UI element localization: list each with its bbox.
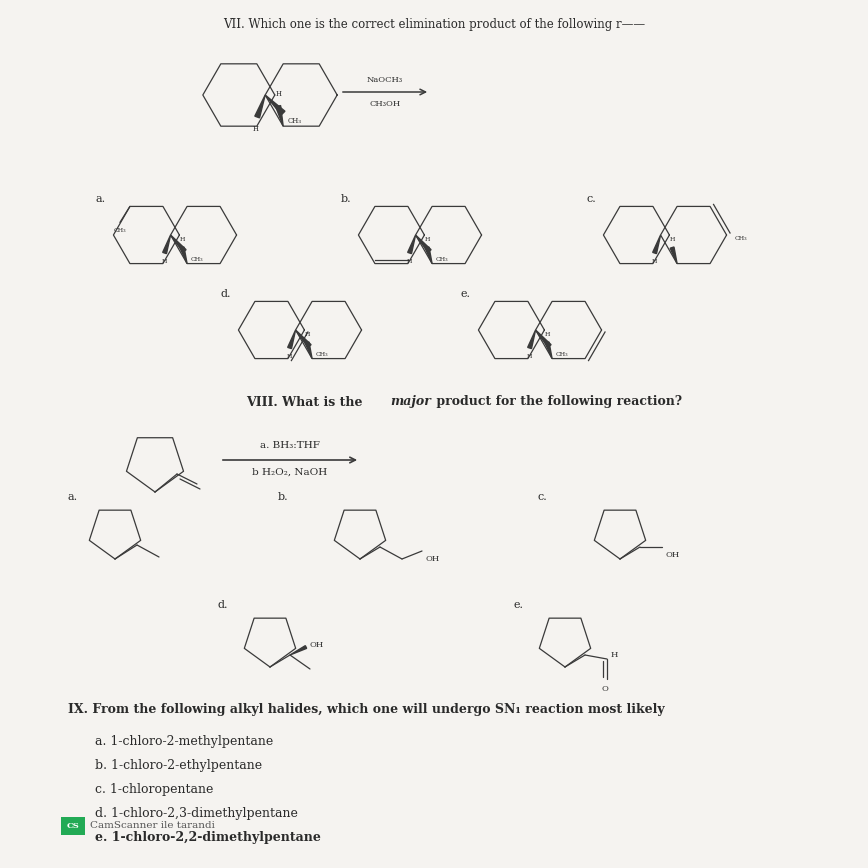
Text: c. 1-chloropentane: c. 1-chloropentane	[95, 784, 214, 797]
Text: H: H	[275, 90, 281, 98]
Text: H: H	[544, 332, 549, 337]
Text: CH₃: CH₃	[436, 257, 448, 262]
Text: CamScanner ile tarandi: CamScanner ile tarandi	[90, 821, 215, 831]
Polygon shape	[276, 106, 283, 126]
Text: OH: OH	[426, 555, 440, 563]
Text: major: major	[390, 396, 431, 409]
Text: e.: e.	[513, 600, 523, 610]
Polygon shape	[528, 330, 536, 349]
Polygon shape	[296, 330, 311, 347]
Text: a.: a.	[68, 492, 78, 502]
Polygon shape	[416, 235, 431, 253]
Text: b H₂O₂, NaOH: b H₂O₂, NaOH	[253, 468, 327, 477]
Text: H: H	[180, 237, 185, 241]
Polygon shape	[290, 646, 306, 655]
Polygon shape	[653, 235, 661, 253]
Text: H: H	[611, 651, 618, 659]
Text: c.: c.	[538, 492, 548, 502]
Text: CH₃: CH₃	[734, 236, 747, 241]
Text: H: H	[253, 125, 258, 133]
Text: OH: OH	[310, 641, 325, 649]
Polygon shape	[255, 95, 266, 118]
Text: VIII. What is the: VIII. What is the	[246, 396, 367, 409]
Text: O: O	[602, 685, 608, 693]
Text: CS: CS	[67, 822, 79, 830]
Polygon shape	[545, 342, 552, 358]
Polygon shape	[536, 330, 551, 347]
Polygon shape	[181, 247, 187, 264]
Text: IX. From the following alkyl halides, which one will undergo SN₁ reaction most l: IX. From the following alkyl halides, wh…	[68, 703, 665, 716]
Text: CH₃: CH₃	[556, 352, 569, 357]
Text: e.: e.	[461, 289, 470, 299]
Text: b.: b.	[278, 492, 289, 502]
Text: product for the following reaction?: product for the following reaction?	[432, 396, 682, 409]
Text: CH₃OH: CH₃OH	[370, 100, 401, 108]
Polygon shape	[162, 235, 171, 253]
Polygon shape	[171, 235, 186, 253]
Text: CH₃: CH₃	[316, 352, 328, 357]
Text: H: H	[652, 259, 657, 264]
Text: CH₃: CH₃	[114, 228, 126, 233]
Polygon shape	[306, 342, 312, 358]
Text: b.: b.	[340, 194, 351, 204]
Text: H: H	[407, 259, 412, 264]
Text: a.: a.	[95, 194, 106, 204]
FancyBboxPatch shape	[61, 817, 85, 835]
Text: d.: d.	[220, 289, 231, 299]
Text: d. 1-chloro-2,3-dimethylpentane: d. 1-chloro-2,3-dimethylpentane	[95, 807, 298, 820]
Text: H: H	[287, 354, 293, 359]
Text: CH₃: CH₃	[287, 117, 301, 125]
Polygon shape	[408, 235, 416, 253]
Text: d.: d.	[218, 600, 228, 610]
Text: VII. Which one is the correct elimination product of the following r——: VII. Which one is the correct eliminatio…	[223, 18, 645, 31]
Text: b. 1-chloro-2-ethylpentane: b. 1-chloro-2-ethylpentane	[95, 760, 262, 773]
Polygon shape	[266, 95, 285, 115]
Text: H: H	[669, 237, 674, 241]
Text: H: H	[305, 332, 310, 337]
Polygon shape	[287, 330, 296, 349]
Text: H: H	[424, 237, 430, 241]
Text: OH: OH	[666, 551, 681, 559]
Text: e. 1-chloro-2,2-dimethylpentane: e. 1-chloro-2,2-dimethylpentane	[95, 832, 321, 845]
Text: NaOCH₃: NaOCH₃	[367, 76, 403, 84]
Text: a. 1-chloro-2-methylpentane: a. 1-chloro-2-methylpentane	[95, 735, 273, 748]
Text: H: H	[162, 259, 168, 264]
Polygon shape	[425, 247, 432, 264]
Text: c.: c.	[586, 194, 595, 204]
Polygon shape	[670, 247, 677, 264]
Text: H: H	[527, 354, 532, 359]
Text: a. BH₃:THF: a. BH₃:THF	[260, 441, 320, 450]
Text: CH₃: CH₃	[191, 257, 203, 262]
